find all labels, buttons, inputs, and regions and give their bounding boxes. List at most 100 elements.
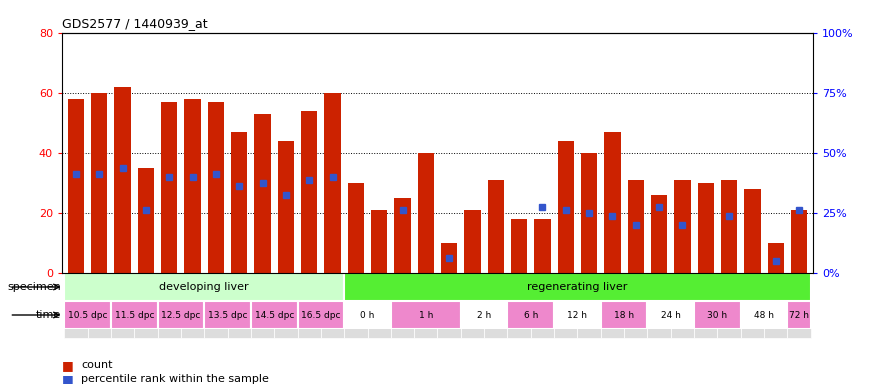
Bar [395,198,410,273]
Bar [651,195,668,273]
Text: GDS2577 / 1440939_at: GDS2577 / 1440939_at [62,17,207,30]
Bar [745,189,760,273]
Text: 12 h: 12 h [568,311,587,319]
Bar [115,87,130,273]
Bar [158,301,204,329]
Bar [417,153,434,273]
Bar [741,301,788,329]
Bar [764,273,788,338]
Bar [368,273,391,338]
Text: 2 h: 2 h [477,311,491,319]
Bar [414,273,438,338]
Bar [581,153,598,273]
Bar [791,210,807,273]
Bar [161,102,178,273]
Text: 13.5 dpc: 13.5 dpc [208,311,248,319]
Bar [741,273,764,338]
Text: 72 h: 72 h [789,311,809,319]
Bar [185,99,200,273]
Bar [507,273,531,338]
Bar [694,301,741,329]
Bar [65,301,111,329]
Bar [461,301,507,329]
Text: regenerating liver: regenerating liver [528,282,627,292]
Bar [371,210,388,273]
Bar [65,273,344,301]
Bar [624,273,648,338]
Bar [535,219,550,273]
Bar [627,180,644,273]
Bar [301,111,318,273]
Bar [134,273,158,338]
Bar [344,273,810,301]
Text: time: time [36,310,61,320]
Bar [228,273,251,338]
Bar [325,93,340,273]
Bar [88,273,111,338]
Text: 18 h: 18 h [614,311,634,319]
Bar [251,273,274,338]
Text: specimen: specimen [8,282,61,292]
Bar [111,273,134,338]
Bar [648,301,694,329]
Bar [718,273,741,338]
Bar [111,301,158,329]
Bar [391,301,461,329]
Bar [207,102,224,273]
Bar [204,301,251,329]
Bar [68,99,84,273]
Bar [601,273,624,338]
Bar [181,273,204,338]
Bar [671,273,694,338]
Bar [507,301,554,329]
Bar [484,273,508,338]
Bar [344,273,368,338]
Bar [465,210,480,273]
Bar [767,243,784,273]
Text: 48 h: 48 h [754,311,774,319]
Bar [321,273,344,338]
Text: count: count [81,360,113,370]
Text: 0 h: 0 h [360,311,374,319]
Bar [578,273,601,338]
Bar [251,301,298,329]
Bar [441,243,458,273]
Bar [461,273,484,338]
Bar [675,180,690,273]
Text: 12.5 dpc: 12.5 dpc [161,311,200,319]
Text: ■: ■ [62,359,74,372]
Bar [274,273,298,338]
Bar [91,93,108,273]
Text: 24 h: 24 h [661,311,681,319]
Bar [721,180,738,273]
Bar [531,273,554,338]
Text: developing liver: developing liver [159,282,249,292]
Text: 1 h: 1 h [418,311,433,319]
Text: 10.5 dpc: 10.5 dpc [68,311,108,319]
Bar [277,141,294,273]
Text: 30 h: 30 h [707,311,727,319]
Bar [204,273,228,338]
Bar [697,183,714,273]
Text: 11.5 dpc: 11.5 dpc [115,311,154,319]
Bar [648,273,671,338]
Bar [231,132,248,273]
Bar [298,301,344,329]
Bar [511,219,528,273]
Bar [137,168,154,273]
Bar [344,301,391,329]
Text: 14.5 dpc: 14.5 dpc [255,311,294,319]
Text: percentile rank within the sample: percentile rank within the sample [81,374,270,384]
Text: 6 h: 6 h [523,311,538,319]
Bar [298,273,321,338]
Bar [158,273,181,338]
Bar [554,273,578,338]
Bar [65,273,88,338]
Bar [694,273,717,338]
Bar [557,141,574,273]
Bar [601,301,648,329]
Bar [605,132,620,273]
Bar [788,301,810,329]
Bar [788,273,810,338]
Bar [438,273,461,338]
